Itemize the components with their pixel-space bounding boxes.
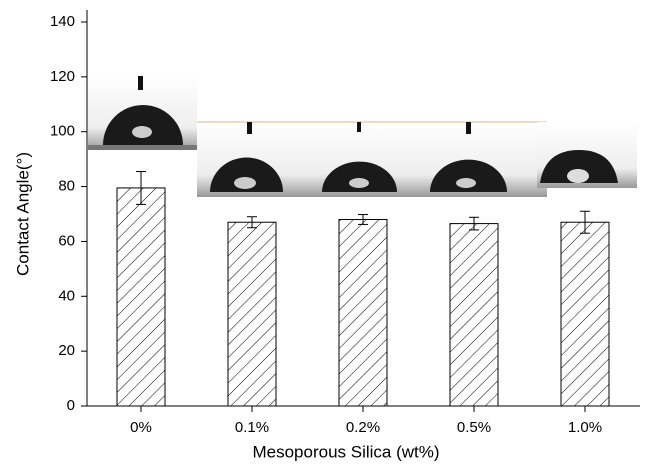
bar [450,224,498,406]
bar [561,222,609,406]
x-tick-label: 0.2% [346,419,380,436]
x-tick-label: 1.0% [568,419,602,436]
bar [228,222,276,406]
droplet-images [88,76,637,197]
y-tick-label: 120 [50,68,75,85]
y-tick-label: 100 [50,123,75,140]
x-tick-label: 0.1% [235,419,269,436]
bar [117,188,165,406]
y-tick-label: 40 [58,287,75,304]
x-tick-label: 0% [130,419,152,436]
x-axis-title: Mesoporous Silica (wt%) [252,442,439,461]
y-tick-label: 60 [58,232,75,249]
x-tick-label: 0.5% [457,419,491,436]
y-tick-label: 20 [58,342,75,359]
y-axis-title: Contact Angle(°) [13,152,32,276]
y-tick-label: 80 [58,178,75,195]
y-tick-label: 0 [67,397,75,414]
y-tick-label: 140 [50,13,75,30]
chart: Mesoporous Silica (wt%) Contact Angle(°)… [0,0,647,466]
bar [339,219,387,406]
